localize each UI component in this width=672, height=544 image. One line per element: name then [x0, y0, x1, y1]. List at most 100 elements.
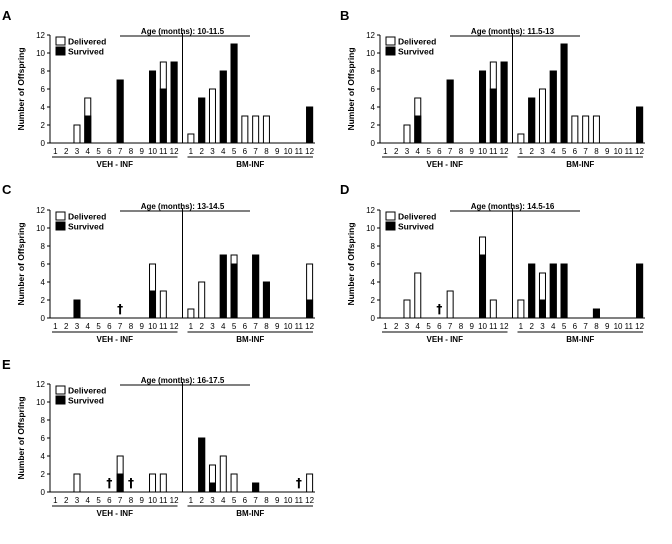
bar-survived — [149, 70, 157, 144]
y-tick-label: 12 — [36, 206, 45, 215]
x-tick-label: 3 — [75, 147, 80, 156]
y-tick-label: 6 — [41, 434, 46, 443]
bar-delivered — [73, 473, 81, 493]
x-tick-label: 10 — [148, 322, 157, 331]
x-tick-label: 6 — [243, 147, 248, 156]
y-tick-label: 6 — [41, 85, 46, 94]
y-tick-label: 2 — [41, 121, 46, 130]
bar-survived — [170, 61, 178, 144]
y-tick-label: 4 — [371, 278, 376, 287]
y-tick-label: 12 — [366, 206, 375, 215]
y-tick-label: 10 — [366, 224, 375, 233]
y-tick-label: 10 — [36, 398, 45, 407]
bar-survived — [116, 79, 124, 144]
bar-survived — [414, 115, 422, 144]
panel-letter: D — [340, 182, 349, 197]
legend-label-survived: Survived — [398, 47, 434, 57]
x-tick-label: 7 — [253, 496, 258, 505]
x-tick-label: 2 — [64, 147, 69, 156]
x-tick-label: 3 — [540, 322, 545, 331]
group-label: BM-INF — [566, 160, 594, 169]
bar-survived — [528, 263, 536, 319]
y-tick-label: 12 — [366, 31, 375, 40]
x-tick-label: 5 — [96, 496, 101, 505]
x-tick-label: 5 — [96, 147, 101, 156]
x-tick-label: 3 — [210, 322, 215, 331]
bar-survived — [549, 70, 557, 144]
y-tick-label: 2 — [371, 121, 376, 130]
y-tick-label: 0 — [41, 139, 46, 148]
y-tick-label: 6 — [371, 260, 376, 269]
bar-delivered — [159, 290, 167, 319]
deceased-marker: † — [296, 476, 302, 490]
x-tick-label: 8 — [264, 496, 269, 505]
y-axis-label: Number of Offspring — [346, 47, 356, 130]
x-tick-label: 1 — [383, 322, 388, 331]
bar-delivered — [252, 115, 260, 144]
x-tick-label: 2 — [64, 322, 69, 331]
x-tick-label: 4 — [221, 147, 226, 156]
x-tick-label: 10 — [478, 147, 487, 156]
bar-survived — [84, 115, 92, 144]
bar-delivered — [517, 299, 525, 319]
x-tick-label: 5 — [426, 322, 431, 331]
y-tick-label: 10 — [366, 49, 375, 58]
deceased-marker: † — [106, 476, 112, 490]
x-tick-label: 6 — [573, 147, 578, 156]
bar-survived — [198, 97, 206, 144]
bar-survived — [538, 299, 546, 319]
bar-survived — [560, 43, 568, 144]
legend-swatch-delivered — [385, 211, 396, 221]
group-label: VEH - INF — [97, 160, 134, 169]
panel-letter: B — [340, 8, 349, 23]
x-tick-label: 3 — [75, 496, 80, 505]
x-tick-label: 2 — [394, 147, 399, 156]
legend-label-survived: Survived — [68, 396, 104, 406]
x-tick-label: 10 — [614, 322, 623, 331]
age-title: Age (months): 14.5-16 — [471, 202, 555, 211]
x-tick-label: 12 — [305, 322, 314, 331]
x-tick-label: 6 — [107, 322, 112, 331]
bar-survived — [252, 482, 260, 493]
y-tick-label: 8 — [371, 67, 376, 76]
bar-survived — [208, 482, 216, 493]
group-label: VEH - INF — [427, 160, 464, 169]
legend-label-survived: Survived — [398, 222, 434, 232]
x-tick-label: 6 — [573, 322, 578, 331]
x-tick-label: 2 — [529, 147, 534, 156]
panel-letter: C — [2, 182, 12, 197]
x-tick-label: 9 — [275, 147, 280, 156]
bar-delivered — [73, 124, 81, 144]
x-tick-label: 12 — [500, 147, 509, 156]
x-tick-label: 8 — [459, 147, 464, 156]
x-tick-label: 10 — [478, 322, 487, 331]
x-tick-label: 8 — [129, 496, 134, 505]
x-tick-label: 11 — [489, 147, 498, 156]
legend-swatch-survived — [385, 46, 396, 56]
x-tick-label: 1 — [383, 147, 388, 156]
y-axis-label: Number of Offspring — [16, 47, 26, 130]
bar-survived — [230, 43, 238, 144]
bar-delivered — [187, 308, 195, 319]
x-tick-label: 7 — [253, 322, 258, 331]
y-axis-label: Number of Offspring — [346, 222, 356, 305]
legend-swatch-survived — [55, 221, 66, 231]
y-axis-label: Number of Offspring — [16, 222, 26, 305]
bar-delivered — [159, 473, 167, 493]
x-tick-label: 7 — [583, 147, 588, 156]
x-tick-label: 11 — [159, 322, 168, 331]
deceased-marker: † — [128, 476, 134, 490]
x-tick-label: 5 — [232, 147, 237, 156]
x-tick-label: 11 — [625, 322, 634, 331]
x-tick-label: 11 — [295, 496, 304, 505]
x-tick-label: 4 — [86, 322, 91, 331]
x-tick-label: 4 — [86, 496, 91, 505]
group-label: BM-INF — [236, 335, 264, 344]
legend-label-delivered: Delivered — [68, 37, 106, 47]
x-tick-label: 4 — [416, 147, 421, 156]
x-tick-label: 7 — [118, 322, 123, 331]
x-tick-label: 2 — [394, 322, 399, 331]
bar-delivered — [241, 115, 249, 144]
